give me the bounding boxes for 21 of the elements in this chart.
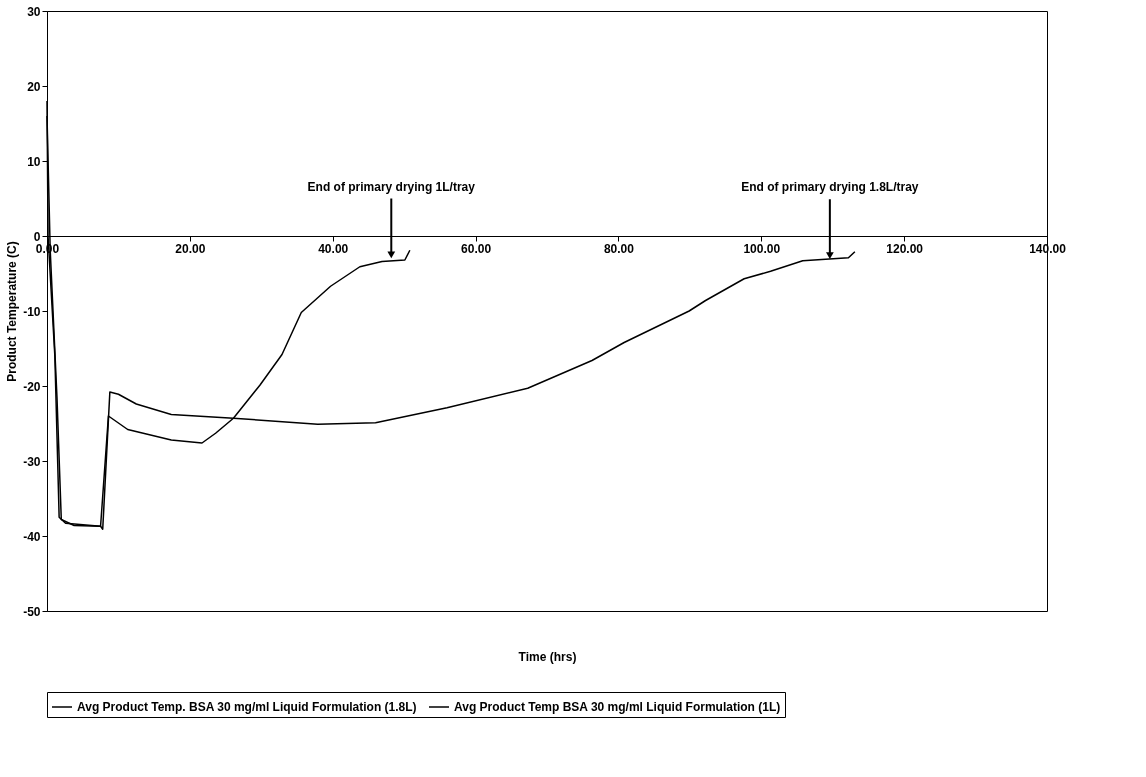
x-tick-label: 80.00: [603, 241, 635, 256]
y-tick-label: 10: [27, 154, 41, 169]
legend-label: Avg Product Temp BSA 30 mg/ml Liquid Formulation (1L): [454, 700, 781, 714]
y-tick-label: 0: [33, 229, 41, 244]
x-tick-label: 100.00: [743, 241, 781, 256]
x-axis-title: Time (hrs): [518, 649, 577, 664]
y-tick-label: -40: [23, 529, 41, 544]
x-tick-label: 120.00: [886, 241, 924, 256]
y-tick-label: 20: [27, 79, 41, 94]
y-tick-label: -10: [23, 304, 41, 319]
y-tick-label: -50: [23, 604, 41, 619]
y-axis-title: Product Temperature (C): [5, 241, 20, 382]
y-tick-label: -30: [23, 454, 41, 469]
x-tick-label: 40.00: [318, 241, 349, 256]
x-tick-label: 60.00: [461, 241, 492, 256]
y-tick-label: 30: [27, 4, 41, 19]
annotation: End of primary drying 1.8L/tray: [741, 180, 919, 195]
y-tick-label: -20: [23, 379, 41, 394]
x-tick-label: 20.00: [175, 241, 206, 256]
legend-label: Avg Product Temp. BSA 30 mg/ml Liquid Formulation (1.8L): [77, 700, 417, 714]
annotation: End of primary drying 1L/tray: [307, 179, 476, 194]
